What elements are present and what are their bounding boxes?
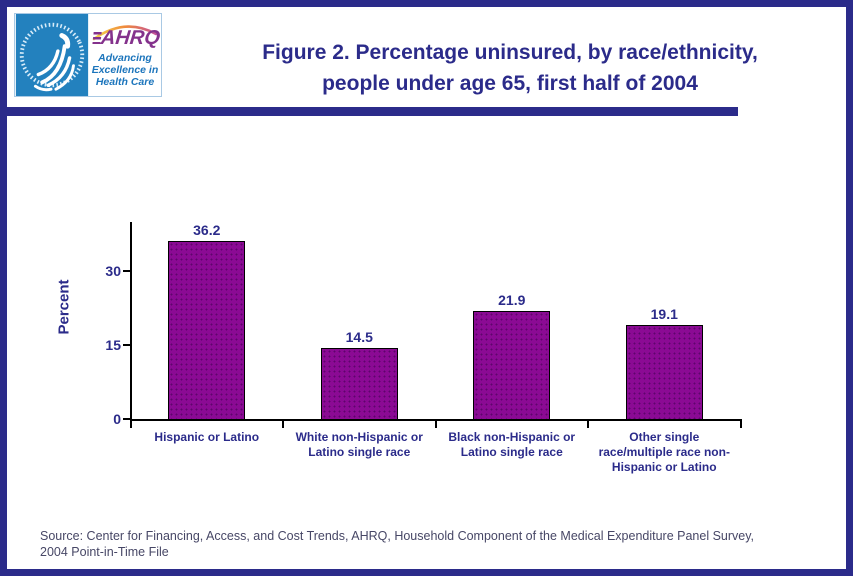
source-note-line2: 2004 Point-in-Time File <box>40 545 169 559</box>
x-category-label: Other single race/multiple race non- Hispa… <box>589 430 740 475</box>
x-tick-mark <box>282 420 284 428</box>
hhs-ahrq-logo: AHRQ Advancing Excellence in Health Care <box>14 13 162 97</box>
y-axis-label: Percent <box>55 279 73 335</box>
x-tick-mark <box>434 420 437 428</box>
ahrq-tagline: Advancing Excellence in Health Care <box>89 52 161 88</box>
x-category-label-line: Latino single race <box>460 445 563 459</box>
x-category-label-line: Black non-Hispanic or <box>448 430 576 444</box>
x-category-label: Hispanic or Latino <box>132 430 283 445</box>
x-category-label-line: Latino single race <box>308 445 411 459</box>
figure-title: Figure 2. Percentage uninsured, by race/… <box>167 37 846 99</box>
bar-value-label: 19.1 <box>650 305 678 322</box>
x-category-label: White non-Hispanic or Latino single race <box>284 430 435 460</box>
bar-2 <box>320 347 398 420</box>
y-tick-mark <box>123 344 130 347</box>
bar-value-label: 36.2 <box>193 221 221 238</box>
bar-value-label: 21.9 <box>498 292 526 309</box>
bar-value-label: 14.5 <box>345 328 373 345</box>
x-category-label-line: Other single <box>629 430 700 444</box>
y-tick-mark <box>123 418 130 420</box>
source-note-line1: Source: Center for Financing, Access, an… <box>40 529 755 543</box>
bar-3 <box>473 311 551 420</box>
y-tick-mark <box>123 270 130 273</box>
x-tick-mark <box>587 420 589 428</box>
ahrq-logo: AHRQ Advancing Excellence in Health Care <box>89 14 161 96</box>
x-category-label: Black non-Hispanic or Latino single race <box>437 430 588 460</box>
y-tick-label: 15 <box>105 337 121 354</box>
x-category-label-line: Hispanic or Latino <box>611 460 717 474</box>
bar-4 <box>625 324 703 420</box>
y-tick-label: 0 <box>113 411 121 427</box>
y-axis-line <box>130 222 132 421</box>
x-category-label-line: Hispanic or Latino <box>154 430 260 444</box>
figure-title-line2: people under age 65, first half of 2004 <box>322 72 698 95</box>
hhs-eagle-seal-icon <box>15 14 89 96</box>
ahrq-tagline-line: Health Care <box>95 76 155 88</box>
bar-chart: Percent 0 15 30 36.2 Hispanic or Latino 14.5 W… <box>7 7 846 569</box>
y-tick-label: 30 <box>105 263 121 280</box>
x-category-label-line: White non-Hispanic or <box>295 430 423 444</box>
figure-title-line1: Figure 2. Percentage uninsured, by race/… <box>262 41 758 64</box>
ahrq-tagline-line: Advancing <box>98 52 152 64</box>
bar-1 <box>168 240 246 420</box>
source-note: Source: Center for Financing, Access, an… <box>40 528 830 560</box>
x-tick-mark <box>129 420 132 428</box>
header-divider-bar <box>7 107 738 116</box>
x-category-label-line: race/multiple race non- <box>598 445 730 459</box>
x-tick-mark <box>739 420 742 428</box>
ahrq-tagline-line: Excellence in <box>91 64 159 76</box>
